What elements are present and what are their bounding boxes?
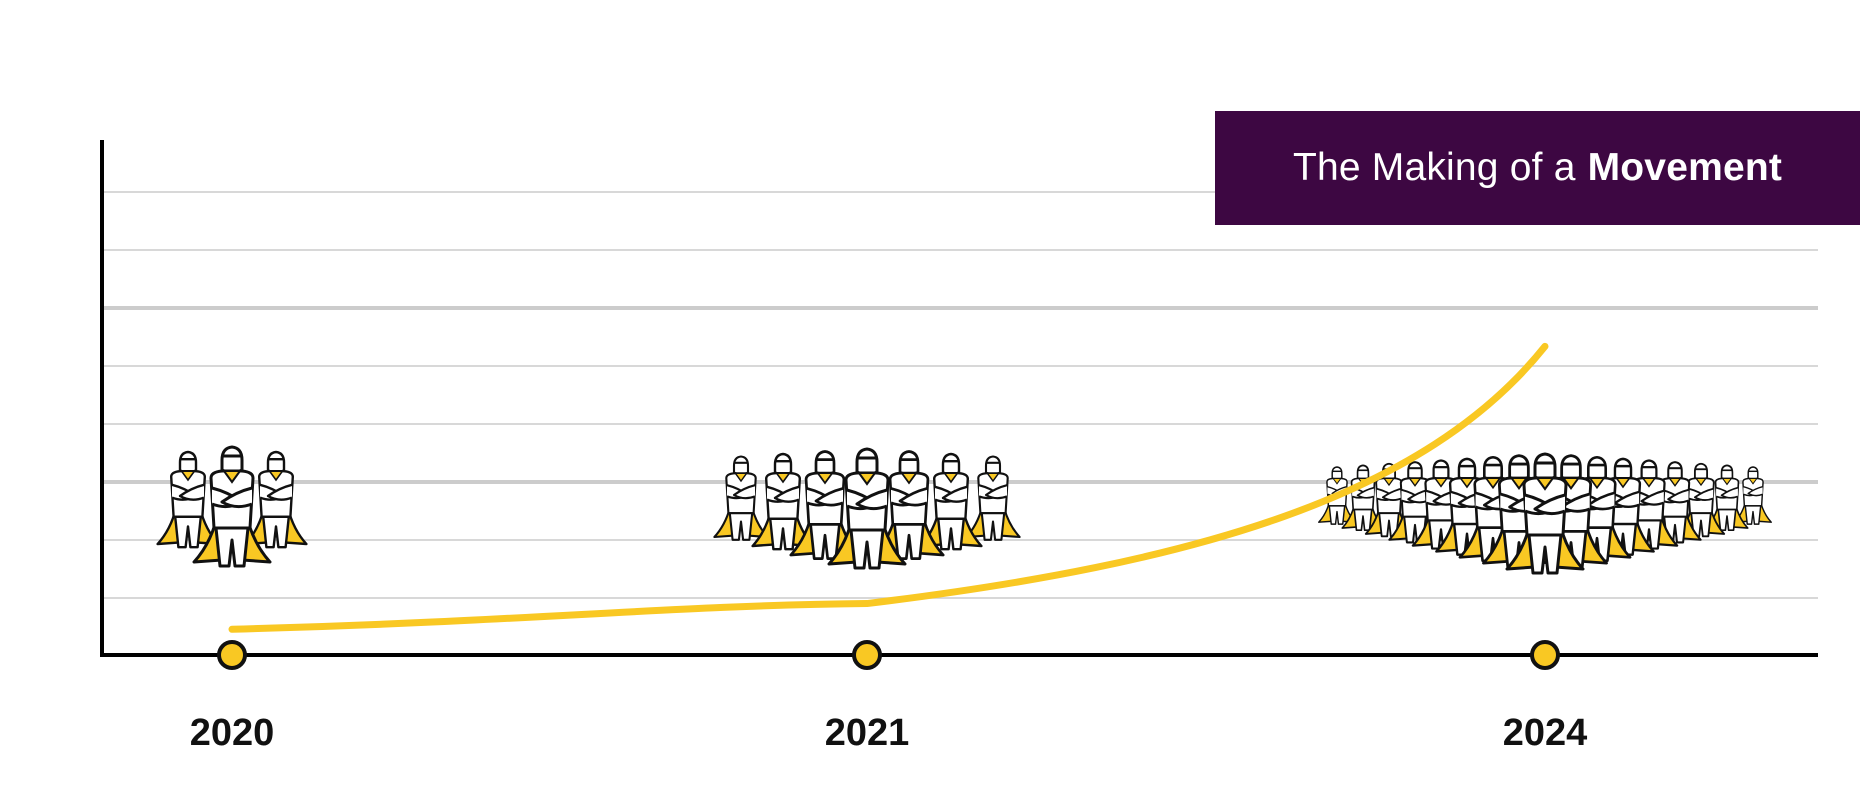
year-label-2020: 2020 bbox=[190, 712, 275, 754]
year-markers bbox=[217, 640, 1560, 670]
growth-line bbox=[228, 342, 1549, 633]
hero-group-2021 bbox=[713, 447, 1021, 570]
year-labels: 2020 2021 2024 bbox=[190, 712, 1588, 754]
hero-figure bbox=[244, 450, 308, 549]
year-marker-2020 bbox=[217, 640, 247, 670]
hero-figure bbox=[965, 455, 1021, 541]
hero-figure bbox=[192, 445, 272, 568]
year-marker-2024 bbox=[1530, 640, 1560, 670]
hero-group-2020 bbox=[156, 445, 308, 568]
growth-line-layer bbox=[228, 342, 1549, 633]
year-label-2021: 2021 bbox=[825, 712, 910, 754]
hero-figure bbox=[156, 450, 220, 549]
chart-title-light: The Making of a bbox=[1292, 146, 1576, 189]
chart-title-bold: Movement bbox=[1587, 146, 1783, 189]
year-label-2024: 2024 bbox=[1503, 712, 1588, 754]
hero-figure-groups bbox=[156, 445, 1772, 575]
year-marker-2021 bbox=[852, 640, 882, 670]
chart-title: The Making of a Movement bbox=[1215, 111, 1860, 225]
hero-figure bbox=[713, 455, 769, 541]
